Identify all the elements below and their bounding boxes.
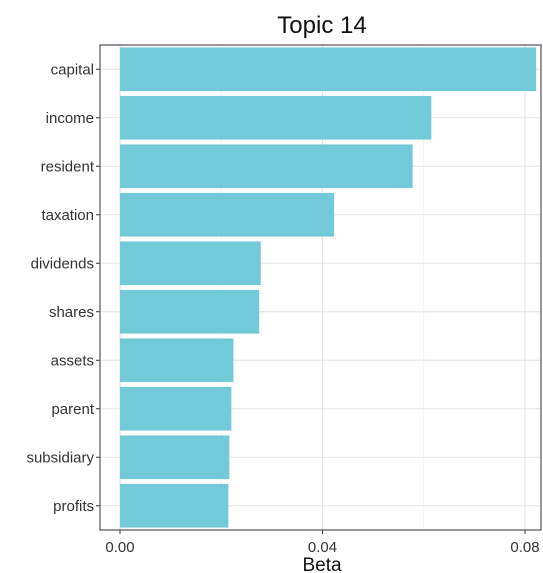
bar — [120, 435, 230, 480]
x-tick-label: 0.08 — [510, 539, 539, 556]
bar — [120, 144, 413, 189]
bar — [120, 386, 232, 431]
y-tick-label: assets — [51, 352, 94, 369]
y-tick-label: profits — [53, 498, 94, 515]
y-tick-label: income — [46, 110, 94, 127]
axes: capital income resident taxation dividends sh… — [26, 44, 542, 556]
bar — [120, 483, 229, 528]
y-tick-label: taxation — [41, 207, 94, 224]
y-tick-label: capital — [51, 61, 94, 78]
bar — [120, 95, 432, 140]
chart-title: Topic 14 — [277, 12, 366, 39]
bars — [120, 47, 537, 528]
y-tick-label: parent — [51, 401, 94, 418]
y-tick-label: dividends — [31, 255, 94, 272]
y-tick-label: shares — [49, 304, 94, 321]
x-tick-label: 0.04 — [308, 539, 337, 556]
x-tick-label: 0.00 — [105, 539, 134, 556]
panel-border — [99, 44, 542, 531]
x-axis-title: Beta — [302, 555, 342, 573]
bar — [120, 47, 537, 92]
bar — [120, 289, 260, 334]
bar — [120, 241, 261, 286]
y-tick-label: subsidiary — [26, 449, 94, 466]
bar — [120, 338, 234, 383]
y-tick-label: resident — [41, 158, 95, 175]
bar — [120, 192, 335, 237]
